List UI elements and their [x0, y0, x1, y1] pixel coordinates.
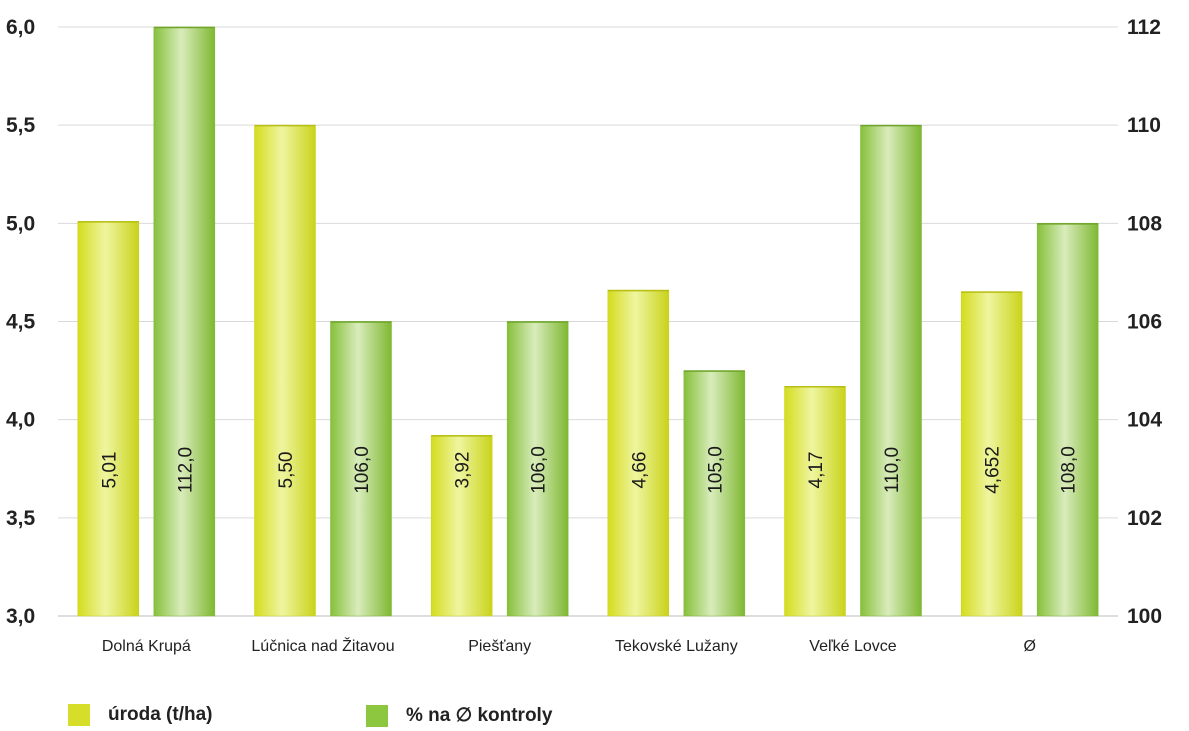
bar-chart: 5,01 112,0 5,50 106,0 3,92 106,0 4,66 105,0 4,17… — [6, 16, 1162, 655]
right-axis-tick-label: 108 — [1127, 212, 1162, 235]
legend-swatch-percent — [366, 704, 388, 727]
right-axis-tick-label: 102 — [1127, 507, 1162, 530]
x-axis-category-label: Veľké Lovce — [809, 638, 896, 655]
bar-percent-label-4: 110,0 — [882, 447, 903, 493]
bar-yield-label-1: 5,50 — [276, 452, 297, 489]
right-axis-tick-label: 106 — [1127, 311, 1162, 334]
bars — [77, 26, 1099, 617]
bar-yield-2 — [430, 435, 493, 617]
bar-value-labels: 5,01 112,0 5,50 106,0 3,92 106,0 4,66 105,0 4,17… — [99, 446, 1079, 494]
left-axis-tick-label: 6,0 — [6, 16, 35, 39]
left-axis-tick-labels: 3,0 3,5 4,0 4,5 5,0 5,5 6,0 — [6, 16, 36, 628]
left-axis-tick-label: 3,5 — [6, 507, 36, 530]
bar-yield-0 — [77, 221, 140, 617]
bar-yield-1 — [254, 124, 316, 617]
bar-percent-2 — [506, 321, 569, 617]
bar-percent-3 — [683, 370, 746, 617]
bar-yield-label-0: 5,01 — [99, 452, 120, 489]
gridlines — [58, 26, 1118, 617]
left-axis-tick-label: 3,0 — [6, 605, 35, 628]
bar-percent-label-3: 105,0 — [705, 446, 726, 494]
legend-label-percent: % na ∅ kontroly — [406, 705, 553, 726]
bar-percent-label-2: 106,0 — [529, 446, 550, 494]
bar-yield-4 — [784, 386, 846, 617]
legend-item-percent: % na ∅ kontroly — [366, 704, 552, 727]
x-axis-category-label: Lúčnica nad Žitavou — [251, 636, 394, 655]
bar-yield-label-3: 4,66 — [629, 452, 650, 489]
bar-yield-label-4: 4,17 — [806, 452, 827, 489]
right-axis-tick-label: 100 — [1127, 605, 1162, 628]
left-axis-tick-label: 4,0 — [6, 409, 35, 432]
x-axis-category-label: Piešťany — [468, 638, 531, 655]
left-axis-tick-label: 5,0 — [6, 212, 35, 235]
bar-yield-label-2: 3,92 — [453, 452, 474, 489]
bar-yield-5 — [960, 291, 1023, 617]
legend-swatch-yield — [68, 704, 90, 726]
left-axis-tick-label: 4,5 — [6, 311, 36, 334]
x-axis-category-label: Dolná Krupá — [102, 638, 191, 655]
legend-label-yield: úroda (t/ha) — [108, 704, 213, 725]
right-axis-tick-label: 104 — [1127, 409, 1162, 432]
right-axis-tick-labels: 100 102 104 106 108 110 112 — [1127, 16, 1162, 628]
bar-percent-1 — [330, 321, 392, 617]
right-axis-tick-label: 112 — [1127, 16, 1161, 39]
left-axis-tick-label: 5,5 — [6, 114, 36, 137]
bar-percent-0 — [153, 26, 216, 617]
bar-yield-3 — [607, 289, 670, 617]
bar-percent-label-1: 106,0 — [352, 446, 373, 494]
legend-item-yield: úroda (t/ha) — [68, 704, 213, 726]
bar-percent-5 — [1036, 223, 1099, 617]
bar-percent-label-5: 108,0 — [1059, 446, 1080, 494]
legend: úroda (t/ha) % na ∅ kontroly — [0, 704, 1189, 731]
bar-percent-4 — [860, 124, 922, 617]
x-axis-category-label: Ø — [1023, 638, 1035, 655]
x-axis-category-labels: Dolná Krupá Lúčnica nad Žitavou Piešťany Te… — [102, 636, 1036, 655]
right-axis-tick-label: 110 — [1127, 114, 1161, 137]
bar-percent-label-0: 112,0 — [175, 447, 196, 493]
bar-yield-label-5: 4,652 — [983, 446, 1004, 494]
x-axis-category-label: Tekovské Lužany — [615, 638, 738, 655]
